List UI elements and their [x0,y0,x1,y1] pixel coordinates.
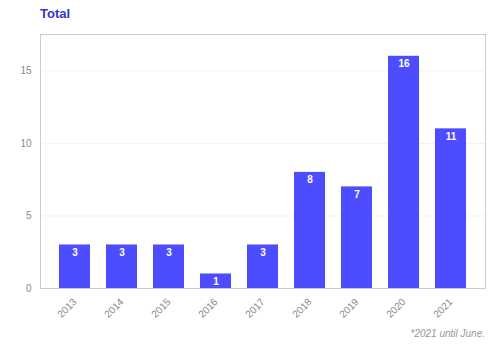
svg-text:2014: 2014 [102,296,126,320]
svg-text:2021: 2021 [431,296,455,320]
svg-text:2016: 2016 [196,296,220,320]
html-text:*2021 until June.: *2021 until June. [410,328,485,339]
svg-text:7: 7 [354,189,360,200]
svg-text:8: 8 [307,174,313,185]
svg-text:2015: 2015 [149,296,173,320]
svg-text:3: 3 [260,247,266,258]
svg-text:3: 3 [119,247,125,258]
svg-text:0: 0 [26,283,32,294]
svg-text:10: 10 [20,138,32,149]
svg-text:15: 15 [20,65,32,76]
svg-text:2019: 2019 [337,296,361,320]
svg-text:3: 3 [166,247,172,258]
svg-text:16: 16 [398,58,410,69]
html-text:Total: Total [40,6,71,21]
svg-text:3: 3 [72,247,78,258]
svg-text:2017: 2017 [243,296,267,320]
svg-text:1: 1 [213,276,219,287]
svg-text:2013: 2013 [55,296,79,320]
svg-text:5: 5 [26,210,32,221]
svg-text:11: 11 [446,131,457,142]
svg-text:2020: 2020 [384,296,408,320]
svg-text:2018: 2018 [290,296,314,320]
